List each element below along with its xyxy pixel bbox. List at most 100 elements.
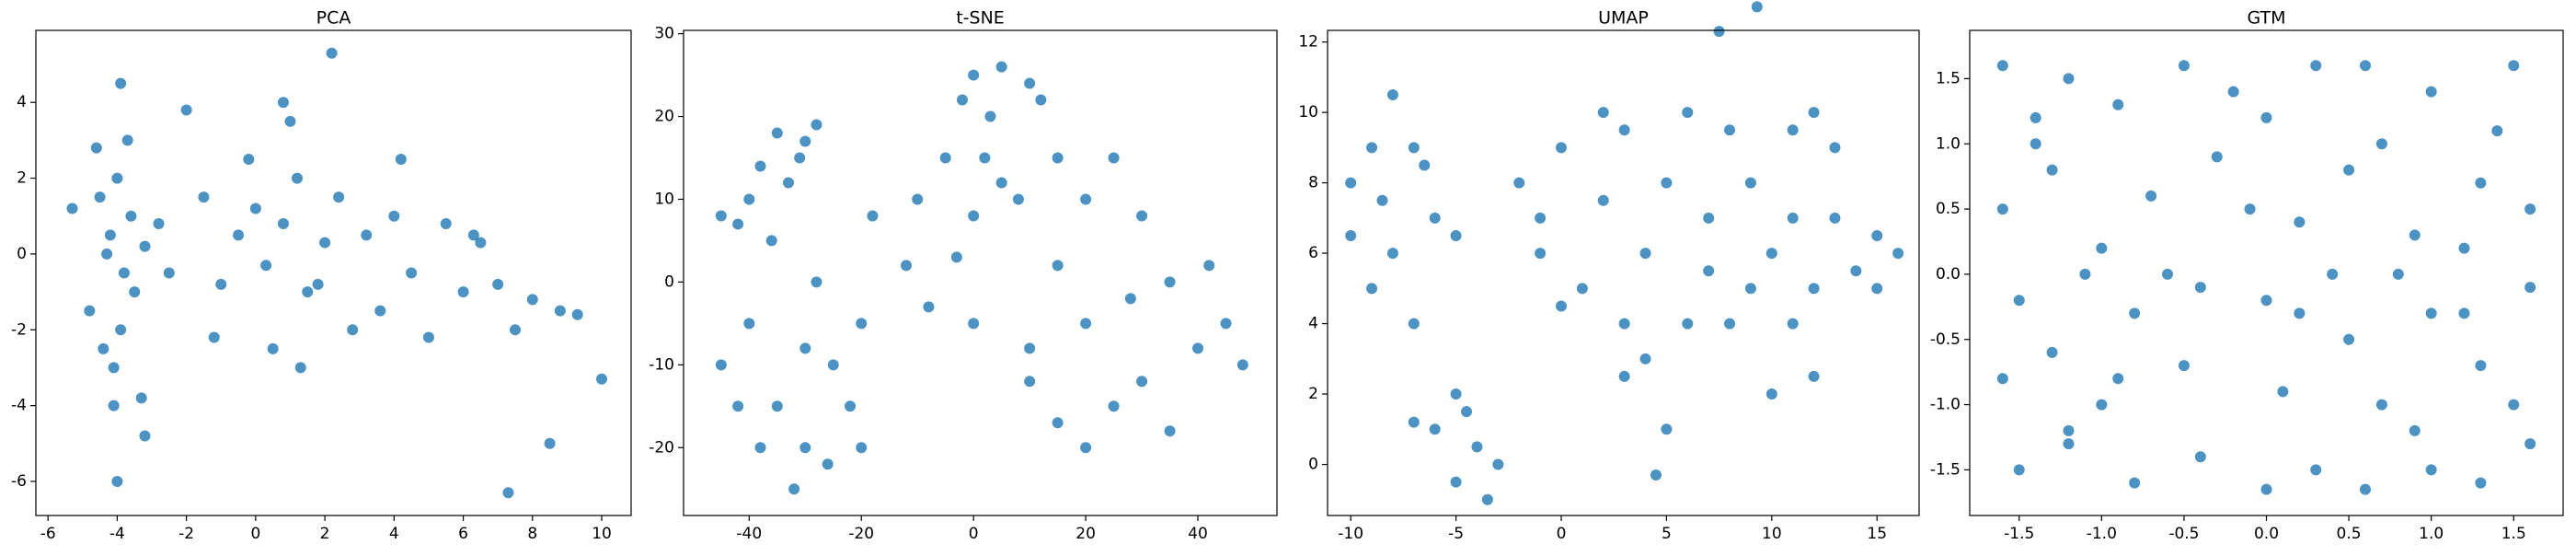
point [2360,483,2371,495]
point [388,210,400,222]
point [2063,438,2075,450]
y-tick-label: 20 [654,108,674,126]
point [2178,360,2190,372]
point [1164,425,1176,437]
point [811,276,822,288]
y-tick-label: -2 [11,320,27,339]
point [302,286,314,298]
point [2063,424,2075,436]
point [1650,469,1662,481]
point [1996,60,2008,72]
point [139,240,151,252]
point [1052,417,1064,429]
point [121,134,133,146]
point [1192,342,1204,354]
point [1419,159,1431,171]
point [139,430,151,442]
point [554,305,566,317]
point [1052,260,1064,272]
point [319,237,331,249]
y-tick-label: 0.5 [1936,200,1961,218]
point [2129,477,2141,489]
point [2524,203,2536,215]
point [502,487,514,499]
point [1703,212,1715,224]
point [1724,318,1736,330]
point [715,359,727,371]
point [2409,424,2421,436]
point [2030,111,2041,123]
x-tick-label: -0.5 [2168,525,2199,543]
point [1429,212,1441,224]
point [2458,307,2470,319]
point [2310,60,2322,72]
point [1787,318,1799,330]
x-tick-label: 0 [250,525,260,543]
point [2458,242,2470,254]
point [856,318,868,330]
x-tick-label: 4 [389,525,399,543]
point [2294,307,2306,319]
point [115,77,127,89]
point [1220,318,1232,330]
point [2375,138,2387,150]
point [2277,386,2289,398]
point [2524,282,2536,294]
point [1376,194,1388,206]
point [2162,268,2173,280]
point [2310,464,2322,476]
point [1871,283,1883,295]
point [2475,360,2487,372]
point [2294,216,2306,228]
point [979,152,991,164]
point [1808,107,1820,119]
point [912,193,924,205]
subplot-title: PCA [316,8,351,29]
point [1618,124,1630,136]
point [743,193,755,205]
point [1386,248,1398,260]
point [2079,268,2091,280]
point [347,324,359,336]
point [2129,307,2141,319]
x-tick-label: 15 [1867,525,1887,543]
point [1035,94,1047,106]
point [422,331,434,343]
point [1408,416,1420,428]
subplot-title: t-SNE [956,8,1005,29]
point [1386,88,1398,100]
point [1108,152,1120,164]
point [799,135,811,147]
point [1108,400,1120,412]
point [1744,283,1756,295]
x-tick-label: 10 [1762,525,1782,543]
y-tick-label: 4 [1308,315,1318,333]
x-tick-label: -4 [109,525,125,543]
point [1345,229,1357,241]
point [1024,77,1036,89]
x-tick-label: -6 [40,525,56,543]
y-tick-label: -1.0 [1930,396,1961,414]
point [98,342,109,354]
point [1450,476,1462,488]
point [765,235,777,247]
point [1996,373,2008,385]
axes-frame [683,29,1278,516]
point [326,47,338,59]
x-tick-label: -2 [178,525,194,543]
point [2096,399,2108,411]
point [1366,283,1378,295]
point [956,94,968,106]
point [544,437,556,449]
point [406,267,418,279]
point [333,191,345,203]
y-tick-label: 0.0 [1936,265,1961,284]
point [1808,283,1820,295]
y-tick-label: 30 [654,25,674,43]
point [2425,86,2437,98]
point [2096,242,2108,254]
point [457,286,469,298]
point [811,119,822,131]
point [2178,60,2190,72]
point [1236,359,1248,371]
